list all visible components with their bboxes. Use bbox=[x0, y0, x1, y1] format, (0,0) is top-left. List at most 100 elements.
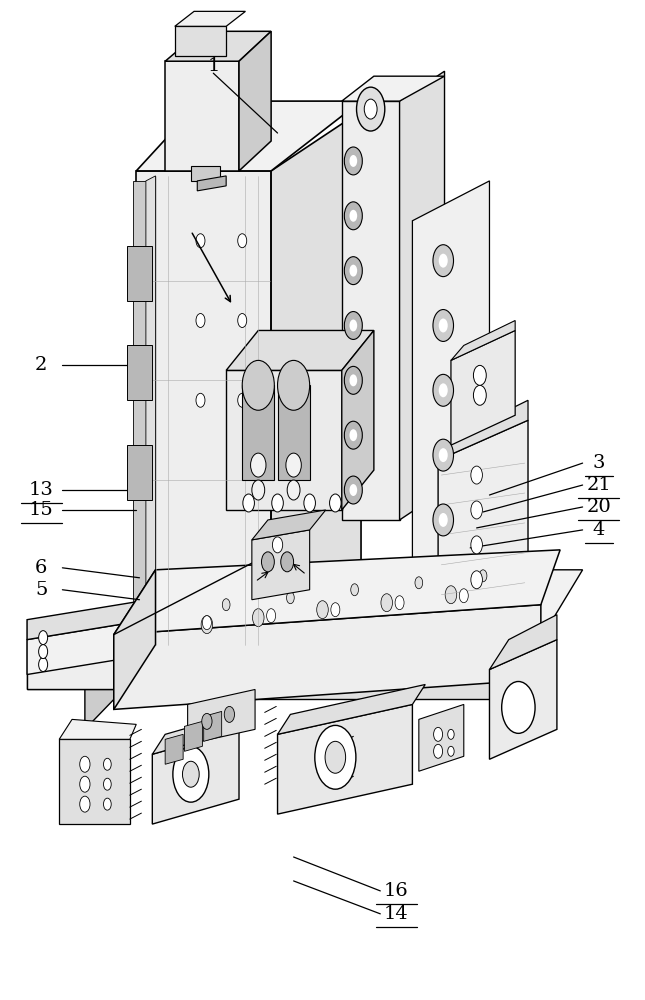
Polygon shape bbox=[399, 71, 444, 520]
Polygon shape bbox=[342, 76, 444, 101]
Circle shape bbox=[433, 310, 453, 341]
Circle shape bbox=[103, 758, 111, 770]
Circle shape bbox=[183, 761, 199, 787]
Polygon shape bbox=[188, 689, 255, 744]
Polygon shape bbox=[252, 530, 310, 600]
Text: 4: 4 bbox=[593, 521, 605, 539]
Polygon shape bbox=[175, 11, 246, 26]
Polygon shape bbox=[114, 570, 155, 709]
Circle shape bbox=[433, 374, 453, 406]
Circle shape bbox=[439, 513, 448, 527]
Polygon shape bbox=[342, 330, 374, 510]
Circle shape bbox=[39, 631, 48, 645]
Bar bbox=[277, 385, 310, 480]
Circle shape bbox=[196, 314, 205, 327]
Polygon shape bbox=[136, 101, 361, 171]
Circle shape bbox=[344, 312, 362, 339]
Polygon shape bbox=[197, 176, 226, 191]
Circle shape bbox=[252, 609, 264, 627]
Circle shape bbox=[103, 778, 111, 790]
Circle shape bbox=[196, 234, 205, 248]
Circle shape bbox=[439, 383, 448, 397]
Circle shape bbox=[173, 746, 209, 802]
Polygon shape bbox=[114, 570, 582, 650]
Circle shape bbox=[350, 429, 357, 441]
Polygon shape bbox=[165, 61, 239, 171]
Polygon shape bbox=[451, 330, 515, 445]
Polygon shape bbox=[114, 550, 560, 635]
Circle shape bbox=[433, 245, 453, 277]
Circle shape bbox=[473, 365, 486, 385]
Circle shape bbox=[471, 536, 482, 554]
Polygon shape bbox=[152, 729, 239, 824]
Polygon shape bbox=[252, 510, 326, 540]
Circle shape bbox=[471, 571, 482, 589]
Circle shape bbox=[395, 596, 404, 610]
Circle shape bbox=[277, 360, 310, 410]
Circle shape bbox=[448, 746, 454, 756]
Polygon shape bbox=[114, 650, 535, 699]
Polygon shape bbox=[438, 420, 528, 620]
Polygon shape bbox=[490, 615, 557, 670]
Polygon shape bbox=[165, 31, 271, 61]
Circle shape bbox=[439, 448, 448, 462]
Polygon shape bbox=[226, 330, 374, 370]
Text: 20: 20 bbox=[586, 498, 611, 516]
Circle shape bbox=[350, 155, 357, 167]
Polygon shape bbox=[146, 176, 155, 640]
Circle shape bbox=[250, 453, 266, 477]
Circle shape bbox=[344, 257, 362, 285]
Circle shape bbox=[445, 586, 457, 604]
Circle shape bbox=[351, 584, 359, 596]
Polygon shape bbox=[152, 709, 252, 754]
Text: 16: 16 bbox=[384, 882, 409, 900]
Circle shape bbox=[433, 504, 453, 536]
Circle shape bbox=[261, 552, 274, 572]
Circle shape bbox=[317, 601, 328, 619]
Text: 14: 14 bbox=[384, 905, 409, 923]
Circle shape bbox=[238, 314, 247, 327]
Polygon shape bbox=[204, 711, 222, 741]
Circle shape bbox=[433, 727, 442, 741]
Polygon shape bbox=[85, 650, 114, 729]
Circle shape bbox=[243, 360, 274, 410]
Polygon shape bbox=[175, 26, 226, 56]
Circle shape bbox=[479, 570, 487, 582]
Polygon shape bbox=[342, 101, 399, 520]
Circle shape bbox=[80, 776, 90, 792]
Circle shape bbox=[502, 681, 535, 733]
Text: 13: 13 bbox=[29, 481, 54, 499]
Circle shape bbox=[433, 439, 453, 471]
Text: 21: 21 bbox=[586, 476, 611, 494]
Circle shape bbox=[39, 658, 48, 672]
Circle shape bbox=[433, 744, 442, 758]
Circle shape bbox=[415, 577, 422, 589]
Circle shape bbox=[272, 494, 283, 512]
Circle shape bbox=[350, 320, 357, 331]
Circle shape bbox=[238, 393, 247, 407]
Text: 2: 2 bbox=[35, 356, 47, 374]
Circle shape bbox=[344, 147, 362, 175]
Polygon shape bbox=[27, 620, 123, 640]
Circle shape bbox=[364, 99, 377, 119]
Polygon shape bbox=[27, 640, 123, 689]
Circle shape bbox=[304, 494, 315, 512]
Circle shape bbox=[473, 385, 486, 405]
Circle shape bbox=[224, 706, 235, 722]
Circle shape bbox=[471, 466, 482, 484]
Polygon shape bbox=[226, 370, 342, 510]
Text: 3: 3 bbox=[592, 454, 605, 472]
Polygon shape bbox=[136, 171, 271, 650]
Circle shape bbox=[448, 729, 454, 739]
Polygon shape bbox=[126, 345, 152, 400]
Circle shape bbox=[325, 741, 346, 773]
Circle shape bbox=[439, 319, 448, 332]
Circle shape bbox=[272, 537, 283, 553]
Circle shape bbox=[252, 480, 264, 500]
Circle shape bbox=[471, 501, 482, 519]
Polygon shape bbox=[59, 719, 136, 739]
Polygon shape bbox=[277, 704, 412, 814]
Circle shape bbox=[350, 374, 357, 386]
Circle shape bbox=[330, 494, 341, 512]
Polygon shape bbox=[27, 600, 149, 640]
